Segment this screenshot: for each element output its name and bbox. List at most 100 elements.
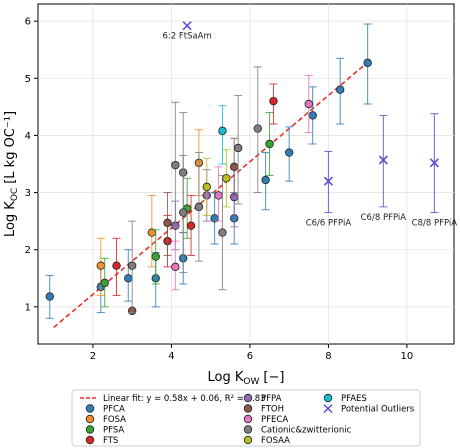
y-tick-label: 1 <box>25 302 31 313</box>
grid <box>38 4 454 344</box>
x-axis-label: Log KOW [−] <box>208 370 285 387</box>
data-point <box>335 85 345 94</box>
data-point <box>214 191 223 200</box>
y-axis-label-main: Log K <box>3 201 18 237</box>
legend-label: Potential Outliers <box>341 405 415 415</box>
data-point <box>222 174 231 183</box>
legend-item: PFSA <box>85 425 124 436</box>
series-pfeca <box>171 74 313 291</box>
data-point <box>124 274 133 283</box>
legend-label: PFPA <box>261 394 282 404</box>
data-point <box>261 175 270 185</box>
legend-swatch <box>243 425 253 434</box>
legend-label: FTOH <box>261 405 284 415</box>
y-tick-label: 2 <box>25 245 31 256</box>
x-tick-label: 8 <box>325 351 331 362</box>
data-point <box>363 58 372 68</box>
legend-label: Cationic&zwitterionic <box>261 426 352 436</box>
legend-item: Linear fit: y = 0.58x + 0.06, R² = 0.83 <box>80 394 266 404</box>
series-cationic-zwitterionic <box>127 66 262 314</box>
data-point <box>194 202 204 212</box>
data-point <box>253 124 262 133</box>
legend-swatch <box>323 403 333 414</box>
data-point <box>151 252 160 261</box>
outlier-point <box>323 176 333 186</box>
legend-swatch <box>85 404 95 413</box>
data-point <box>265 139 274 149</box>
outlier-point <box>429 158 439 168</box>
legend-label: PFSA <box>103 426 124 436</box>
legend-swatch <box>85 435 95 445</box>
legend-label: FOSAA <box>261 436 290 446</box>
data-point <box>218 126 227 136</box>
data-point <box>100 278 109 288</box>
outlier-label: C6/6 PFPiA <box>306 219 352 229</box>
y-tick-label: 6 <box>25 17 31 28</box>
x-axis-label-unit: [−] <box>263 370 284 385</box>
series-fts <box>112 83 278 296</box>
legend-swatch <box>85 425 95 434</box>
y-tick-label: 4 <box>25 131 31 142</box>
outlier-point <box>378 155 388 165</box>
series-fosaa <box>202 149 231 216</box>
data-point <box>171 262 180 272</box>
x-tick-label: 10 <box>401 351 414 362</box>
legend-item: FTS <box>85 435 118 446</box>
legend-item: FTOH <box>243 404 284 415</box>
outlier-point <box>182 21 192 31</box>
legend-label: Linear fit: y = 0.58x + 0.06, R² = 0.83 <box>103 394 266 404</box>
outlier-label: C8/8 PFPiA <box>412 219 458 229</box>
y-axis-ticks: 1 2 3 4 5 6 <box>25 17 38 313</box>
legend-label: PFAES <box>341 394 367 404</box>
data-point <box>186 221 196 230</box>
series-potential-outliers <box>182 21 439 214</box>
data-point <box>218 228 227 237</box>
y-tick-label: 5 <box>25 74 31 85</box>
x-axis-label-sub: OW <box>243 377 259 387</box>
legend-label: PFCA <box>103 405 125 415</box>
legend-swatch <box>85 414 95 424</box>
outlier-label: C6/8 PFPiA <box>361 213 407 223</box>
data-points <box>45 21 439 319</box>
data-point <box>284 148 294 157</box>
legend-item: PFECA <box>243 414 288 425</box>
plot-area: 6:2 FtSaAm C6/6 PFPiA C6/8 PFPiA C8/8 PFPiA <box>37 3 457 345</box>
y-axis-label-unit: [L kg OC⁻¹] <box>3 111 18 184</box>
legend-swatch <box>323 393 333 403</box>
data-point <box>127 261 137 270</box>
data-point <box>230 162 239 172</box>
data-point <box>179 208 188 217</box>
legend-item: Cationic&zwitterionic <box>243 425 352 436</box>
x-tick-label: 2 <box>90 351 96 362</box>
data-point <box>171 160 180 170</box>
data-point <box>202 182 211 192</box>
legend-swatch <box>243 414 253 424</box>
x-axis-ticks: 2 4 6 8 10 <box>90 344 414 362</box>
legend-swatch <box>243 435 253 445</box>
legend-swatch <box>243 404 253 413</box>
data-point <box>233 143 243 153</box>
legend-swatch <box>243 393 253 403</box>
data-point <box>45 292 54 301</box>
data-point <box>269 96 278 106</box>
legend-label: PFECA <box>261 415 288 425</box>
data-point <box>304 99 313 109</box>
x-tick-label: 6 <box>247 351 253 362</box>
plot-background <box>37 3 455 345</box>
data-point <box>163 218 172 228</box>
legend-item: PFCA <box>85 404 125 415</box>
legend-item: FOSA <box>85 414 126 425</box>
legend: Linear fit: y = 0.58x + 0.06, R² = 0.83P… <box>71 389 421 447</box>
x-tick-label: 4 <box>168 351 174 362</box>
legend-item: PFPA <box>243 393 282 404</box>
data-point <box>112 261 121 270</box>
y-axis-label: Log KOC [L kg OC⁻¹] <box>3 111 20 237</box>
legend-items: Linear fit: y = 0.58x + 0.06, R² = 0.83P… <box>80 393 415 446</box>
outlier-annotations: 6:2 FtSaAm C6/6 PFPiA C6/8 PFPiA C8/8 PFPiA <box>162 32 457 229</box>
x-axis-label-main: Log K <box>208 370 244 385</box>
data-point <box>96 261 105 270</box>
legend-item: PFAES <box>323 393 367 404</box>
y-axis-label-sub: OC <box>10 188 20 201</box>
y-tick-label: 3 <box>25 188 31 199</box>
